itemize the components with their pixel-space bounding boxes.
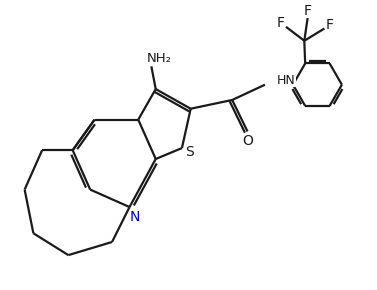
Text: NH₂: NH₂ [147,52,172,65]
Text: S: S [185,144,194,159]
Text: N: N [130,210,140,224]
Text: O: O [242,134,253,148]
Text: F: F [276,16,284,30]
Text: F: F [326,18,334,32]
Text: F: F [304,3,312,18]
Text: HN: HN [277,74,296,87]
